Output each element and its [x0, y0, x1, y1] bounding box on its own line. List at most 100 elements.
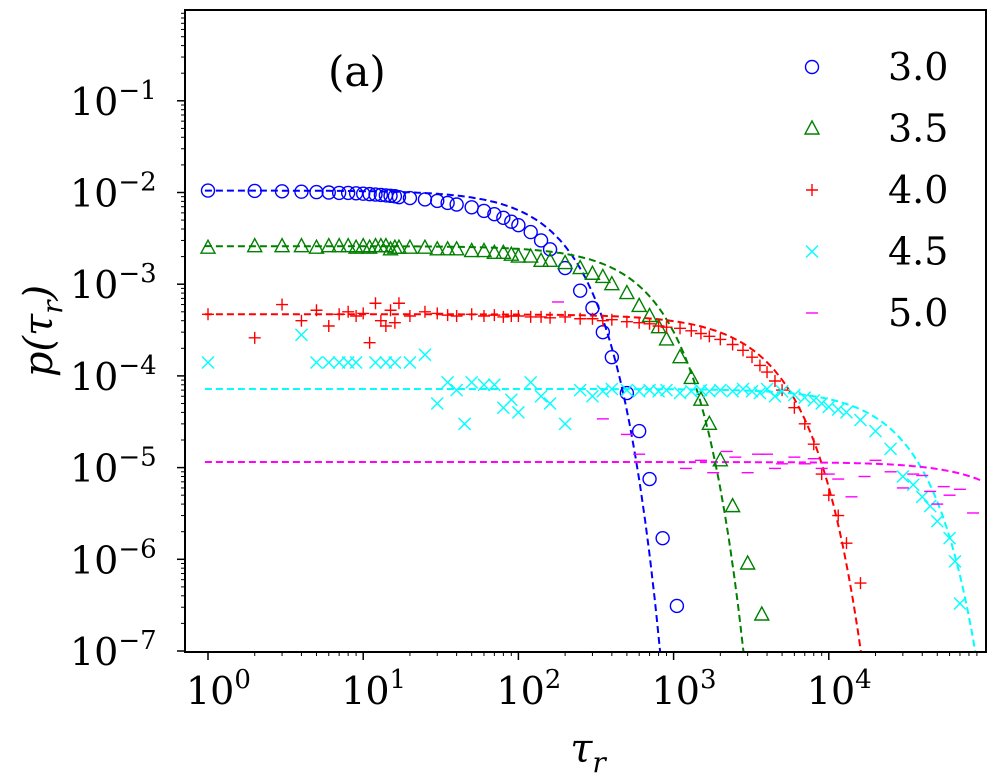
data-point-4.0 [535, 310, 548, 323]
legend-label: 3.0 [888, 45, 948, 89]
data-point-3.0 [642, 471, 657, 487]
data-point-4.0 [418, 305, 431, 318]
data-point-4.5 [632, 384, 646, 398]
data-point-4.5 [596, 384, 610, 398]
data-point-4.0 [497, 310, 510, 323]
y-tick-label: 10−4 [70, 351, 157, 399]
panel-label: (a) [328, 47, 386, 96]
data-point-3.5 [475, 242, 493, 258]
data-point-4.5 [418, 348, 432, 362]
data-point-3.5 [603, 275, 621, 291]
data-point-3.5 [724, 497, 741, 513]
data-point-4.0 [753, 359, 766, 372]
data-point-4.0 [295, 314, 308, 327]
data-point-4.0 [374, 314, 387, 327]
data-point-3.0 [542, 242, 558, 257]
data-point-3.5 [486, 243, 503, 259]
x-axis-title: τr [570, 726, 607, 779]
data-point-4.5 [831, 403, 845, 417]
data-point-4.5 [534, 389, 548, 403]
data-point-3.5 [753, 605, 770, 621]
data-point-4.5 [930, 514, 944, 528]
data-point-4.5 [915, 490, 929, 504]
data-point-4.0 [620, 315, 633, 328]
data-point-4.0 [586, 312, 599, 325]
data-point-4.5 [745, 384, 759, 398]
data-point-4.0 [465, 308, 478, 321]
data-point-3.0 [294, 184, 309, 199]
data-point-3.5 [532, 251, 550, 267]
data-point-4.0 [736, 344, 749, 357]
data-point-4.5 [652, 384, 666, 398]
data-point-3.0 [391, 189, 407, 205]
data-point-4.5 [798, 391, 812, 405]
data-point-4.0 [363, 336, 376, 349]
data-point-4.0 [369, 297, 382, 310]
data-point-4.0 [477, 310, 490, 322]
x-tick-label: 102 [496, 665, 561, 713]
data-point-4.5 [388, 356, 402, 369]
x-axis: 100 101 102 103 104 [186, 652, 978, 713]
data-point-4.5 [524, 375, 538, 389]
data-point-4.0 [388, 316, 401, 329]
data-point-4.0 [524, 310, 537, 323]
data-point-4.0 [512, 310, 525, 322]
plot-frame [184, 9, 987, 653]
data-point-3.0 [331, 185, 347, 201]
data-point-4.5 [309, 356, 323, 369]
data-point-4.5 [465, 375, 479, 389]
data-point-3.5 [712, 451, 729, 467]
data-points [199, 183, 980, 621]
data-point-4.5 [753, 386, 767, 400]
data-point-3.0 [496, 210, 511, 225]
data-point-4.0 [633, 316, 646, 329]
fit-line-5.0 [204, 461, 981, 482]
data-point-4.5 [201, 356, 215, 369]
data-point-4.0 [768, 374, 781, 387]
data-point-3.0 [368, 187, 383, 202]
y-tick-label: 10−7 [70, 626, 157, 674]
data-point-4.0 [248, 331, 261, 344]
data-point-3.5 [701, 414, 718, 431]
data-point-3.0 [504, 214, 519, 229]
data-point-3.0 [440, 195, 455, 211]
data-point-3.5 [339, 237, 357, 253]
data-point-3.5 [739, 554, 756, 570]
data-point-4.5 [736, 382, 750, 396]
data-point-4.5 [450, 383, 464, 397]
data-point-3.5 [495, 243, 512, 259]
data-point-3.5 [658, 330, 675, 346]
data-point-4.0 [714, 333, 727, 346]
data-point-3.0 [362, 186, 377, 202]
data-point-4.5 [807, 393, 821, 407]
data-point-4.5 [294, 328, 308, 342]
data-point-3.0 [572, 283, 588, 298]
data-point-4.5 [605, 382, 619, 396]
data-point-4.0 [333, 308, 346, 321]
y-tick-label: 10−1 [70, 76, 157, 124]
data-point-3.0 [669, 598, 685, 614]
data-point-4.0 [807, 438, 820, 451]
data-point-3.5 [361, 238, 378, 254]
data-point-4.5 [322, 356, 336, 369]
data-point-3.5 [293, 237, 310, 253]
fit-lines [204, 189, 981, 652]
data-point-4.5 [726, 384, 740, 398]
data-point-4.0 [310, 304, 323, 317]
legend-label: 4.0 [888, 168, 948, 212]
data-point-3.5 [401, 238, 419, 254]
data-point-4.5 [839, 405, 853, 419]
data-point-3.5 [199, 238, 217, 254]
y-tick-label: 10−3 [70, 259, 157, 307]
data-point-3.5 [308, 238, 325, 254]
data-point-4.5 [906, 478, 920, 492]
data-point-4.0 [694, 327, 707, 340]
data-point-3.0 [604, 349, 620, 365]
legend-marker-4.0 [806, 184, 818, 196]
data-point-4.0 [652, 320, 665, 333]
data-point-4.0 [403, 310, 416, 322]
data-point-3.0 [309, 184, 324, 200]
data-point-4.5 [702, 384, 716, 398]
data-point-4.5 [368, 356, 382, 369]
